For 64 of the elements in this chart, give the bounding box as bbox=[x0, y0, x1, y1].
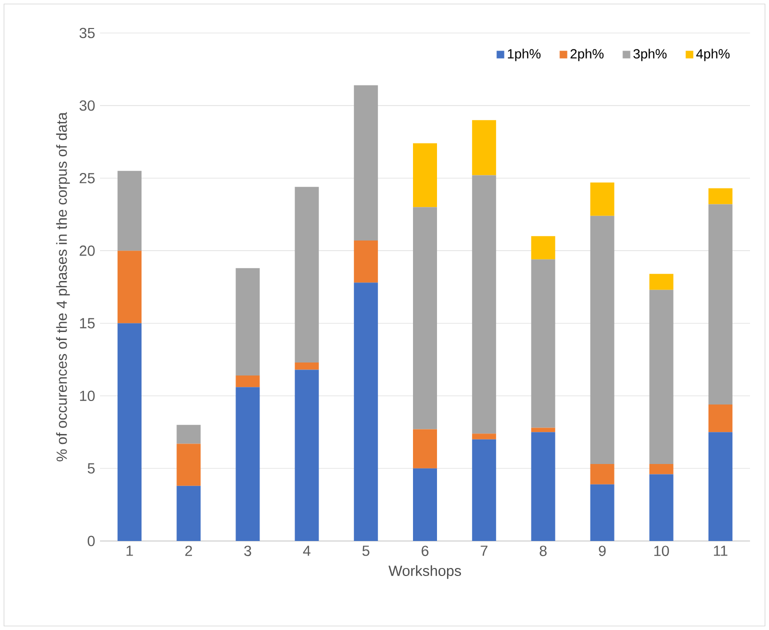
bar bbox=[649, 290, 674, 464]
bar bbox=[708, 404, 732, 432]
bar bbox=[236, 387, 260, 541]
bar bbox=[590, 464, 614, 484]
bar bbox=[354, 240, 378, 283]
x-tick-label: 6 bbox=[422, 546, 428, 556]
bar bbox=[708, 204, 732, 405]
bar bbox=[590, 182, 614, 216]
x-tick-label: 7 bbox=[480, 546, 488, 556]
y-tick-label: 30 bbox=[80, 100, 95, 111]
bar bbox=[118, 323, 142, 541]
bar bbox=[531, 428, 556, 432]
bar bbox=[531, 259, 556, 428]
bar bbox=[472, 120, 496, 176]
legend-label: 2ph% bbox=[570, 48, 604, 62]
legend-label: 1ph% bbox=[508, 48, 541, 62]
y-tick-label: 35 bbox=[80, 28, 95, 38]
x-tick-label: 9 bbox=[598, 546, 606, 556]
bar bbox=[590, 484, 614, 541]
bar bbox=[649, 474, 674, 541]
bar bbox=[118, 250, 142, 324]
bar bbox=[708, 188, 732, 204]
bar bbox=[531, 432, 556, 541]
bar bbox=[708, 432, 732, 541]
y-tick-label: 5 bbox=[88, 463, 95, 474]
x-axis-title: Workshops bbox=[388, 565, 461, 579]
bar bbox=[294, 362, 319, 370]
bar bbox=[531, 236, 556, 260]
bar bbox=[413, 207, 437, 430]
bar bbox=[236, 376, 260, 388]
x-tick-label: 8 bbox=[540, 546, 547, 556]
x-tick-label: 1 bbox=[126, 546, 133, 556]
bar bbox=[236, 268, 260, 376]
bar bbox=[354, 85, 378, 241]
x-tick-label: 10 bbox=[654, 546, 669, 556]
bar bbox=[472, 175, 496, 434]
y-tick-label: 25 bbox=[80, 172, 95, 184]
y-tick-label: 0 bbox=[88, 536, 95, 546]
bar bbox=[413, 429, 437, 468]
bar bbox=[590, 216, 614, 464]
x-tick-label: 11 bbox=[714, 546, 728, 556]
bar bbox=[176, 424, 201, 444]
bar bbox=[176, 486, 201, 541]
x-tick-label: 3 bbox=[244, 546, 252, 556]
bar bbox=[176, 444, 201, 486]
bar bbox=[413, 143, 437, 208]
x-tick-label: 4 bbox=[303, 546, 310, 556]
bar bbox=[118, 170, 142, 251]
x-tick-label: 2 bbox=[185, 546, 192, 556]
x-tick-label: 5 bbox=[362, 546, 370, 556]
y-axis-title: % of occurences of the 4 phases in the corpus of data bbox=[56, 112, 70, 462]
bar bbox=[472, 439, 496, 541]
y-tick-label: 10 bbox=[80, 390, 95, 402]
bar bbox=[354, 282, 378, 541]
bar bbox=[649, 274, 674, 290]
legend-label: 4ph% bbox=[696, 48, 730, 62]
y-tick-label: 20 bbox=[80, 246, 95, 256]
bar bbox=[294, 186, 319, 362]
bar bbox=[472, 434, 496, 440]
bar bbox=[294, 370, 319, 541]
y-tick-label: 15 bbox=[80, 318, 95, 328]
bar bbox=[649, 464, 674, 474]
legend-label: 3ph% bbox=[633, 48, 667, 62]
bar bbox=[413, 468, 437, 541]
